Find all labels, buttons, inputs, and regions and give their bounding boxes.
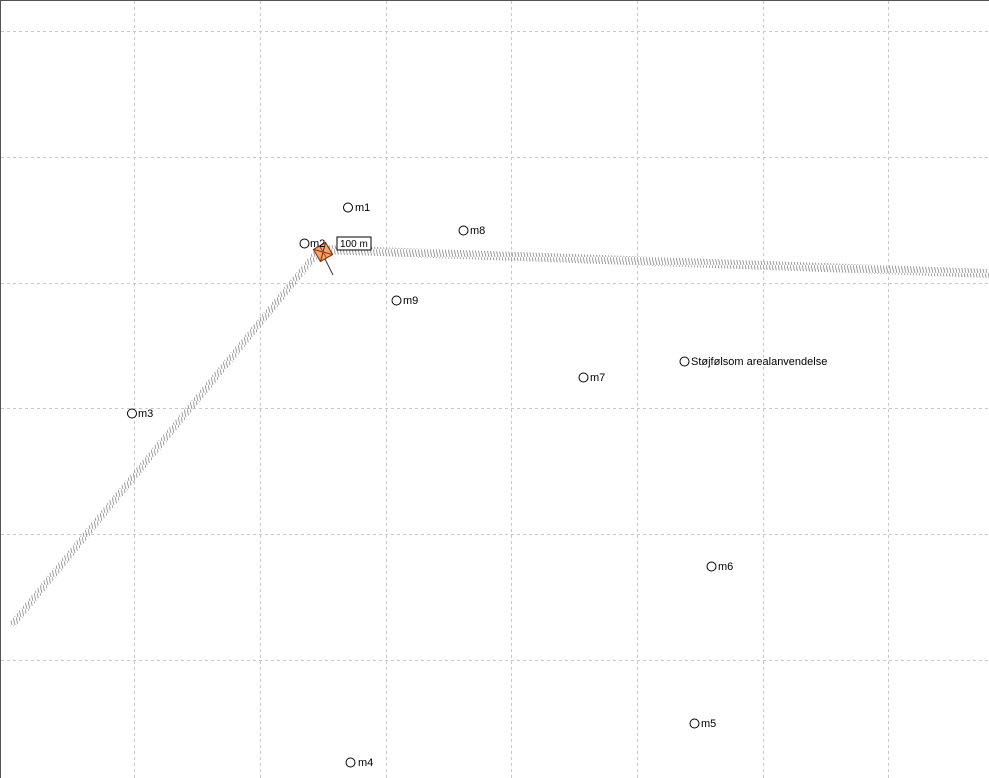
point-m5[interactable]: m5 xyxy=(689,718,716,730)
point-m7-label: m7 xyxy=(590,372,605,384)
point-m6-marker[interactable] xyxy=(706,561,717,572)
point-m7[interactable]: m7 xyxy=(578,372,605,384)
point-arealanvendelse[interactable]: Støjfølsom arealanvendelse xyxy=(679,356,827,368)
point-m1-marker[interactable] xyxy=(343,202,353,213)
point-m4-label: m4 xyxy=(358,757,373,769)
point-m3-marker[interactable] xyxy=(127,408,137,419)
point-m8-marker[interactable] xyxy=(458,225,469,236)
point-m1[interactable]: m1 xyxy=(343,202,371,214)
point-m5-marker[interactable] xyxy=(689,718,700,729)
noise-source-icon[interactable] xyxy=(312,241,334,263)
point-m3[interactable]: m3 xyxy=(127,408,154,420)
point-m8[interactable]: m8 xyxy=(458,225,485,237)
road-feature[interactable] xyxy=(9,245,989,627)
point-m6-label: m6 xyxy=(718,561,733,573)
point-m2[interactable]: m2 xyxy=(299,238,325,250)
point-m3-label: m3 xyxy=(138,408,153,420)
point-arealanvendelse-marker[interactable] xyxy=(679,356,690,367)
point-m8-label: m8 xyxy=(470,225,485,237)
point-m6[interactable]: m6 xyxy=(706,561,733,573)
point-arealanvendelse-label: Støjfølsom arealanvendelse xyxy=(691,356,827,368)
point-m2-label: m2 xyxy=(310,238,325,250)
point-m2-marker[interactable] xyxy=(299,238,310,249)
scale-label: 100 m xyxy=(340,239,368,250)
point-m9-marker[interactable] xyxy=(391,295,402,306)
point-m4-marker[interactable] xyxy=(345,757,356,768)
scale-indicator: 100 m xyxy=(336,236,372,251)
point-m4[interactable]: m4 xyxy=(345,757,373,769)
source-direction-line xyxy=(324,258,334,276)
point-m5-label: m5 xyxy=(701,718,716,730)
point-m9[interactable]: m9 xyxy=(391,295,418,307)
point-m1-label: m1 xyxy=(355,202,370,214)
point-m7-marker[interactable] xyxy=(578,372,589,383)
point-m9-label: m9 xyxy=(403,295,418,307)
